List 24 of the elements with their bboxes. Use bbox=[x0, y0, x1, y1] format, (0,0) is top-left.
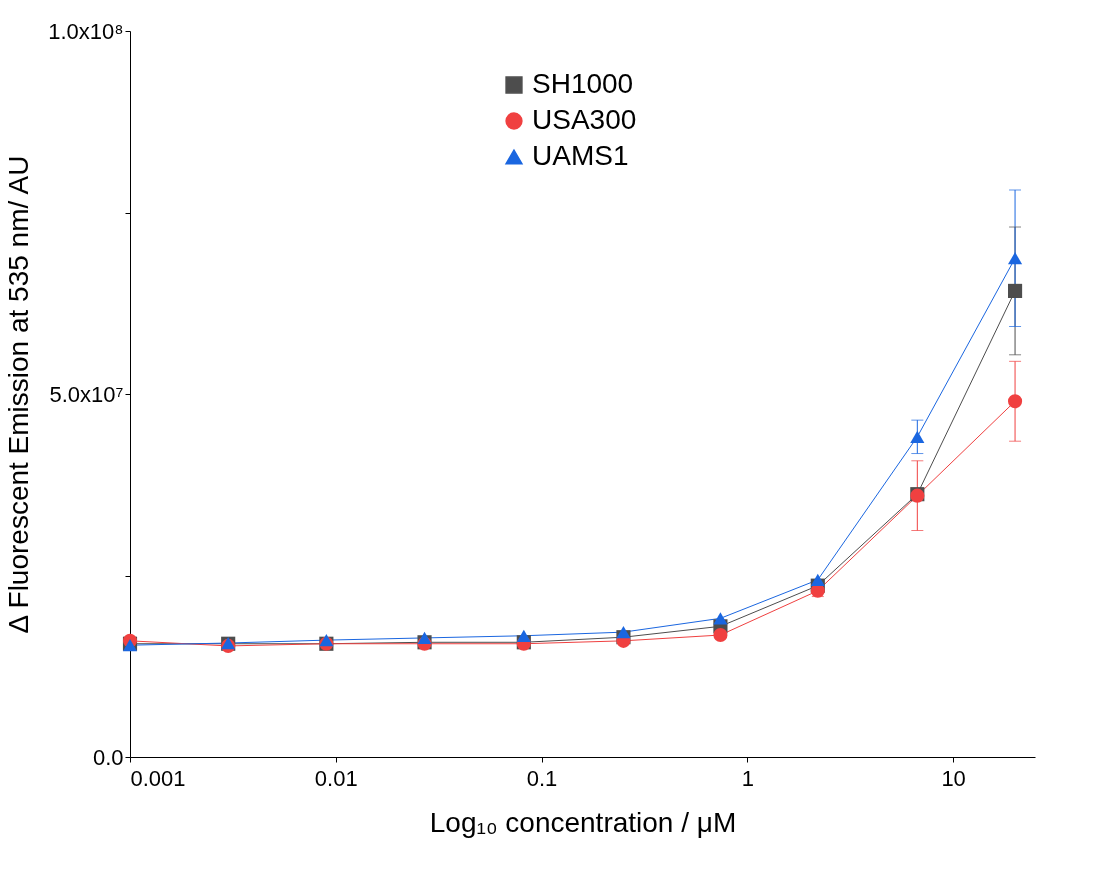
y-tick-label: 1.0x10⁸ bbox=[48, 18, 124, 44]
y-tick-label: 5.0x10⁷ bbox=[49, 381, 124, 407]
x-tick-label: 0.01 bbox=[314, 765, 358, 791]
point bbox=[810, 573, 825, 586]
legend-label: UAMS1 bbox=[532, 140, 629, 171]
point bbox=[516, 629, 531, 642]
point bbox=[1007, 394, 1023, 409]
point bbox=[713, 612, 728, 625]
y-tick-label: 0.0 bbox=[92, 744, 124, 770]
x-tick-label: 0.001 bbox=[130, 765, 186, 791]
legend-label: SH1000 bbox=[532, 68, 634, 99]
x-tick-label: 1 bbox=[741, 765, 754, 791]
point bbox=[616, 626, 631, 639]
x-axis-title: Log₁₀ concentration / μM bbox=[429, 806, 737, 838]
point bbox=[1007, 252, 1023, 265]
legend-label: USA300 bbox=[532, 104, 637, 135]
y-axis-title: Δ Fluorescent Emission at 535 nm/ AU bbox=[3, 155, 35, 634]
point bbox=[417, 631, 432, 645]
x-tick-label: 0.1 bbox=[526, 765, 558, 791]
point bbox=[319, 633, 334, 647]
point bbox=[910, 430, 925, 443]
point bbox=[713, 627, 728, 643]
point bbox=[1007, 283, 1023, 298]
x-tick-label: 10 bbox=[941, 765, 966, 791]
